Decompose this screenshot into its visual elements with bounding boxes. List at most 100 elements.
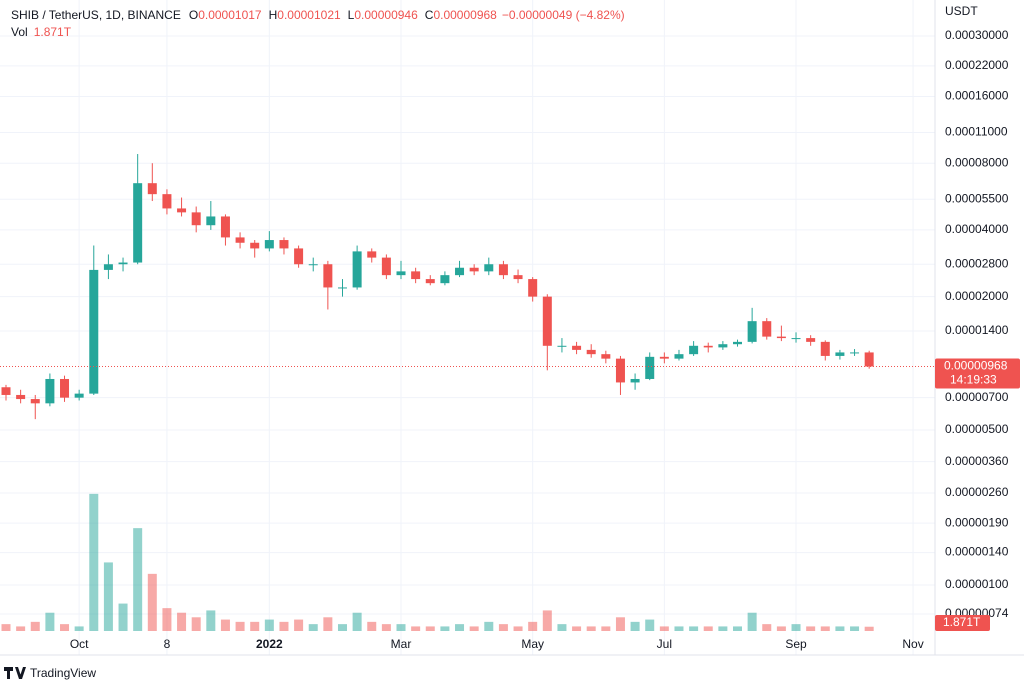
volume-bar	[367, 621, 377, 631]
candles	[1, 154, 874, 420]
volume-bar	[630, 621, 640, 631]
candle-body	[806, 338, 816, 342]
candle-body	[835, 352, 845, 356]
candle-body	[191, 212, 201, 226]
candle-body	[381, 257, 391, 276]
candle-body	[30, 399, 40, 404]
volume-label-box	[935, 615, 990, 631]
x-tick-label: 8	[164, 637, 171, 651]
volume-bar	[191, 617, 201, 631]
candle-body	[674, 354, 684, 359]
volume-bar	[89, 493, 99, 631]
volume-axis-label: 1.871T	[943, 615, 981, 629]
x-tick-label: Oct	[70, 637, 89, 651]
candle-body	[733, 341, 742, 345]
candle-body	[74, 393, 84, 398]
volume-bar	[528, 621, 538, 631]
y-tick-label: 0.00030000	[945, 28, 1009, 42]
candle-body	[279, 240, 289, 249]
y-tick-label: 0.00005500	[945, 191, 1009, 205]
candle-body	[615, 358, 625, 383]
candle-body	[747, 321, 757, 342]
volume-bar	[689, 626, 699, 631]
x-tick-label: Jul	[657, 637, 672, 651]
volume-bar	[762, 624, 772, 631]
ohlc-key: O	[189, 8, 198, 22]
y-tick-label: 0.00000360	[945, 454, 1009, 468]
candle-body	[323, 264, 333, 288]
candle-body	[147, 183, 157, 195]
volume-bar	[206, 610, 216, 631]
x-tick-label: May	[521, 637, 544, 651]
y-unit: USDT	[945, 4, 978, 18]
volume-bar	[103, 562, 113, 631]
candle-body	[89, 269, 99, 394]
candle-body	[850, 352, 860, 354]
volume-bar	[455, 624, 465, 631]
volume-bar	[162, 608, 172, 631]
candle-body	[820, 341, 830, 356]
ohlc-key: C	[425, 8, 434, 22]
volume-bar	[864, 626, 874, 631]
volume-bar	[835, 626, 845, 631]
candle-body	[16, 394, 26, 400]
x-tick-label: 2022	[256, 637, 283, 651]
volume-bar	[498, 624, 508, 631]
symbol: SHIB / TetherUS, 1D, BINANCE	[11, 8, 181, 22]
candle-body	[659, 356, 669, 359]
volume-bar	[235, 621, 245, 631]
ohlc-value: 0.00000968	[433, 8, 497, 22]
volume-bar	[469, 626, 479, 631]
volume-bar	[45, 612, 55, 631]
candle-body	[162, 194, 172, 209]
candle-body	[133, 183, 143, 263]
candle-body	[601, 354, 611, 359]
volume-bar	[791, 624, 801, 631]
x-tick-label: Mar	[391, 637, 412, 651]
candle-body	[264, 240, 274, 249]
volume-bar	[1, 624, 11, 631]
y-tick-label: 0.00001400	[945, 323, 1009, 337]
volume-bar	[279, 621, 289, 631]
volume-bar	[513, 626, 523, 631]
candle-body	[60, 378, 70, 398]
candle-body	[864, 352, 874, 367]
candle-body	[645, 356, 655, 379]
candle-body	[557, 345, 567, 347]
candle-body	[630, 378, 640, 383]
volume-bar	[615, 617, 625, 631]
volume-bar	[806, 626, 816, 631]
ohlc-key: H	[269, 8, 278, 22]
volume-name: Vol	[11, 25, 28, 39]
volume-bar	[411, 626, 421, 631]
candle-body	[118, 262, 128, 265]
volume-bar	[294, 619, 304, 631]
volume-bar	[250, 621, 260, 631]
volume-bar	[323, 617, 333, 631]
y-tick-label: 0.00000260	[945, 485, 1009, 499]
header: SHIB / TetherUS, 1D, BINANCE O0.00001017 H…	[11, 8, 625, 22]
candle-body	[762, 321, 772, 337]
volume-bar	[381, 624, 391, 631]
candle-body	[776, 336, 786, 339]
volume-bar	[30, 621, 40, 631]
candle-body	[103, 264, 113, 270]
candle-body	[337, 287, 347, 289]
volume-bar	[542, 610, 552, 631]
volume-bar	[733, 626, 742, 631]
volume-bar	[74, 626, 84, 631]
candle-body	[45, 378, 55, 404]
volume-bar	[133, 528, 143, 631]
volume-bar	[118, 603, 128, 631]
volume-bar	[820, 626, 830, 631]
y-tick-label: 0.00000100	[945, 577, 1009, 591]
ohlc-key: L	[348, 8, 355, 22]
y-tick-label: 0.00016000	[945, 89, 1009, 103]
volume-bar	[601, 626, 611, 631]
candle-body	[528, 279, 538, 297]
volume-bar	[557, 624, 567, 631]
y-tick-label: 0.00004000	[945, 222, 1009, 236]
candle-body	[469, 267, 479, 272]
volume-bar	[147, 573, 157, 631]
